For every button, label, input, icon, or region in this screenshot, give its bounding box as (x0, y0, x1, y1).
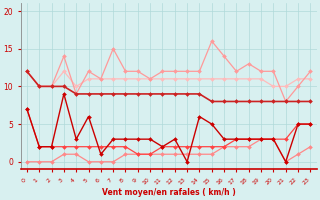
X-axis label: Vent moyen/en rafales ( km/h ): Vent moyen/en rafales ( km/h ) (102, 188, 236, 197)
